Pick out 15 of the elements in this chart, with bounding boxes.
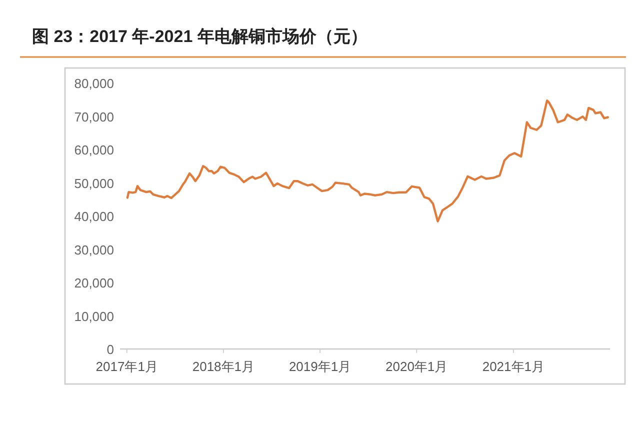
x-tick-label: 2019年1月 [288,359,352,374]
y-tick-label: 50,000 [74,176,114,191]
y-tick-label: 30,000 [74,242,114,258]
y-tick-label: 80,000 [74,76,114,91]
x-tick-label: 2017年1月 [96,359,158,374]
x-tick-label: 2018年1月 [192,359,255,374]
y-tick-label: 10,000 [74,308,114,324]
x-tick-label: 2020年1月 [386,359,448,374]
chart-title: 图 23：2017 年-2021 年电解铜市场价（元） [32,27,368,46]
y-tick-label: 0 [106,342,114,357]
y-tick-label: 40,000 [74,209,114,224]
y-tick-label: 70,000 [74,109,114,124]
x-tick-label: 2021年1月 [482,359,545,374]
y-tick-label: 60,000 [74,142,114,158]
y-tick-label: 20,000 [74,276,114,290]
